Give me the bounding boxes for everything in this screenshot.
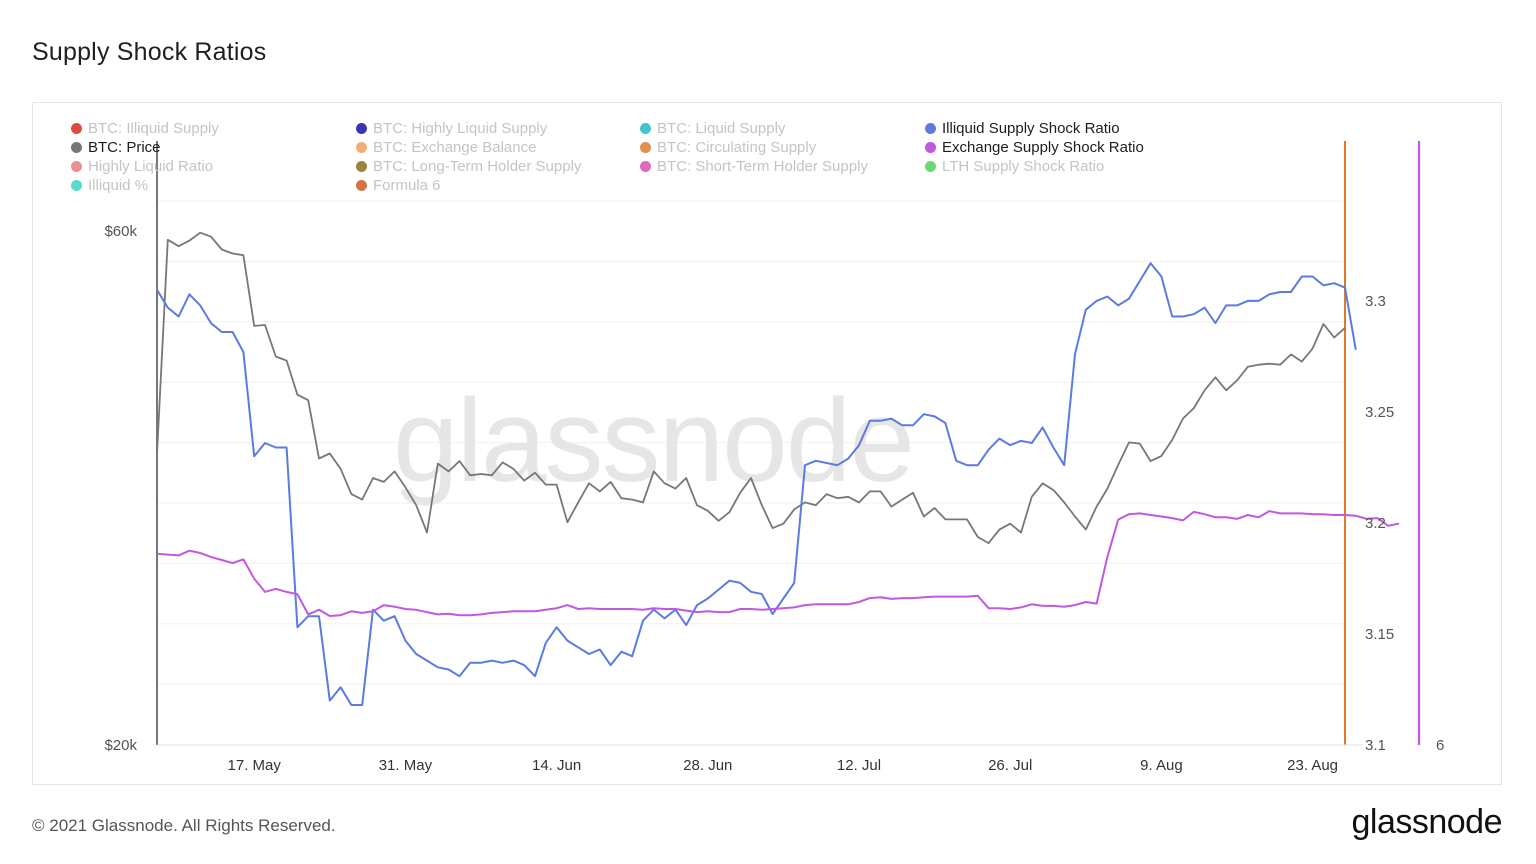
legend-label: LTH Supply Shock Ratio xyxy=(942,157,1105,175)
illiquid-ratio-tick-label: 3.15 xyxy=(1365,626,1394,643)
legend-dot-icon xyxy=(71,122,82,134)
legend-item[interactable]: BTC: Long-Term Holder Supply xyxy=(356,157,640,175)
legend-dot-icon xyxy=(640,141,651,153)
footer-logo: glassnode xyxy=(1351,803,1502,841)
illiquid-ratio-series-line xyxy=(156,262,1357,706)
legend-dot-icon xyxy=(925,122,936,134)
legend-item[interactable]: Illiquid % xyxy=(71,176,356,194)
x-tick-label: 12. Jul xyxy=(837,757,881,774)
legend-dot-icon xyxy=(925,141,936,153)
legend-item[interactable]: Illiquid Supply Shock Ratio xyxy=(925,119,1225,137)
legend-item[interactable]: BTC: Liquid Supply xyxy=(640,119,925,137)
legend-dot-icon xyxy=(356,160,367,172)
legend-dot-icon xyxy=(356,179,367,191)
legend-item[interactable]: BTC: Circulating Supply xyxy=(640,138,925,156)
price-series-line xyxy=(156,231,1346,544)
illiquid-ratio-tick-label: 3.25 xyxy=(1365,404,1394,421)
illiquid-ratio-tick-label: 3.1 xyxy=(1365,737,1386,754)
legend-label: BTC: Short-Term Holder Supply xyxy=(657,157,868,175)
legend-item[interactable]: BTC: Illiquid Supply xyxy=(71,119,356,137)
legend-item[interactable]: LTH Supply Shock Ratio xyxy=(925,157,1225,175)
legend-item[interactable]: BTC: Exchange Balance xyxy=(356,138,640,156)
legend-dot-icon xyxy=(640,160,651,172)
exchange-ratio-tick-label: 6 xyxy=(1436,737,1444,754)
legend: BTC: Illiquid Supply BTC: Highly Liquid S… xyxy=(71,119,1231,194)
price-tick-label: $20k xyxy=(104,737,137,754)
x-tick-label: 26. Jul xyxy=(988,757,1032,774)
legend-item[interactable]: Formula 6 xyxy=(356,176,640,194)
illiquid-ratio-tick-label: 3.2 xyxy=(1365,515,1386,532)
illiquid-ratio-tick-label: 3.3 xyxy=(1365,293,1386,310)
legend-dot-icon xyxy=(71,179,82,191)
legend-label: BTC: Long-Term Holder Supply xyxy=(373,157,582,175)
legend-dot-icon xyxy=(71,141,82,153)
legend-label: Exchange Supply Shock Ratio xyxy=(942,138,1144,156)
legend-item[interactable]: Highly Liquid Ratio xyxy=(71,157,356,175)
legend-label: Illiquid % xyxy=(88,176,149,194)
chart-plot: glassnode 17. May 31. May 14. Jun 28. Jun 12… xyxy=(104,141,1444,774)
legend-dot-icon xyxy=(356,141,367,153)
legend-label: BTC: Price xyxy=(88,138,161,156)
legend-label: Highly Liquid Ratio xyxy=(88,157,214,175)
legend-label: BTC: Circulating Supply xyxy=(657,138,817,156)
grid-lines xyxy=(157,200,1345,685)
price-tick-label: $60k xyxy=(104,223,137,240)
axes xyxy=(156,141,1421,746)
legend-label: BTC: Highly Liquid Supply xyxy=(373,119,548,137)
legend-item[interactable]: BTC: Highly Liquid Supply xyxy=(356,119,640,137)
tick-labels: 17. May 31. May 14. Jun 28. Jun 12. Jul 26. J… xyxy=(104,223,1444,774)
footer-copyright: © 2021 Glassnode. All Rights Reserved. xyxy=(32,816,336,835)
legend-dot-icon xyxy=(356,122,367,134)
x-tick-label: 14. Jun xyxy=(532,757,581,774)
legend-item[interactable]: BTC: Price xyxy=(71,138,356,156)
x-tick-label: 23. Aug xyxy=(1287,757,1338,774)
x-tick-label: 31. May xyxy=(379,757,433,774)
x-tick-label: 9. Aug xyxy=(1140,757,1183,774)
legend-dot-icon xyxy=(71,160,82,172)
exchange-ratio-series-line xyxy=(156,510,1400,617)
legend-label: Illiquid Supply Shock Ratio xyxy=(942,119,1120,137)
legend-label: BTC: Illiquid Supply xyxy=(88,119,219,137)
legend-item[interactable]: Exchange Supply Shock Ratio xyxy=(925,138,1225,156)
legend-item[interactable]: BTC: Short-Term Holder Supply xyxy=(640,157,925,175)
legend-label: Formula 6 xyxy=(373,176,441,194)
legend-dot-icon xyxy=(640,122,651,134)
x-tick-label: 17. May xyxy=(228,757,282,774)
legend-dot-icon xyxy=(925,160,936,172)
legend-label: BTC: Liquid Supply xyxy=(657,119,786,137)
watermark-text: glassnode xyxy=(393,375,913,507)
x-tick-label: 28. Jun xyxy=(683,757,732,774)
chart-card: glassnode 17. May 31. May 14. Jun 28. Jun 12… xyxy=(32,102,1502,785)
page-title: Supply Shock Ratios xyxy=(32,38,267,66)
series-lines xyxy=(156,231,1400,706)
legend-label: BTC: Exchange Balance xyxy=(373,138,537,156)
